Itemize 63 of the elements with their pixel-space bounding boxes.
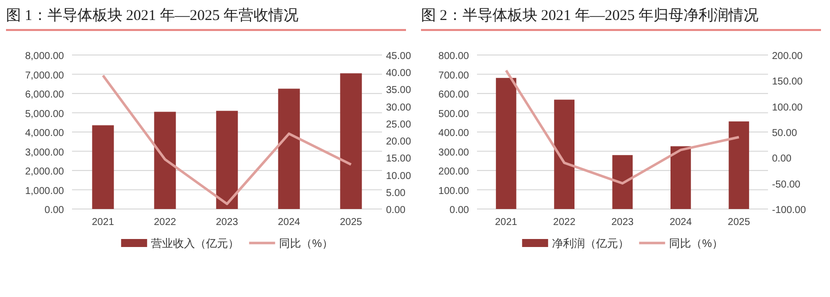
- y-tick-label: 400.00: [438, 128, 470, 139]
- y2-tick-label: 40.00: [386, 68, 412, 80]
- x-tick-label: 2021: [92, 217, 115, 228]
- y-tick-label: 800.00: [438, 51, 470, 62]
- bar: [154, 112, 176, 209]
- legend-label: 同比（%）: [279, 237, 333, 250]
- y2-tick-label: -100.00: [772, 205, 806, 216]
- y-tick-label: 2,000.00: [25, 166, 64, 178]
- y2-tick-label: 5.00: [386, 188, 406, 199]
- bar: [670, 146, 691, 209]
- y2-tick-label: 35.00: [386, 85, 412, 96]
- line-series: [504, 69, 740, 185]
- x-tick-label: 2022: [154, 217, 177, 228]
- y2-tick-label: 10.00: [386, 170, 412, 182]
- bar: [340, 73, 362, 209]
- x-tick-label: 2025: [728, 217, 750, 228]
- x-tick-label: 2021: [494, 217, 518, 228]
- bar: [728, 121, 750, 209]
- y2-tick-label: 0.00: [772, 154, 792, 165]
- chart-title: 图 2：半导体板块 2021 年—2025 年归母净利润情况: [421, 6, 821, 31]
- y2-tick-label: 50.00: [772, 128, 798, 139]
- y2-tick-label: 20.00: [386, 136, 412, 148]
- bar: [92, 125, 114, 209]
- y-tick-label: 600.00: [438, 90, 470, 100]
- y-tick-label: 6,000.00: [25, 90, 64, 100]
- legend-label: 同比（%）: [669, 237, 723, 250]
- bar: [216, 110, 238, 209]
- y-tick-label: 700.00: [438, 70, 470, 82]
- y-tick-label: 5,000.00: [25, 108, 64, 120]
- y-tick-label: 200.00: [438, 166, 470, 178]
- x-tick-label: 2023: [216, 217, 239, 228]
- y-tick-label: 0.00: [44, 205, 64, 216]
- line-series: [102, 74, 352, 206]
- y-tick-label: 3,000.00: [25, 147, 64, 158]
- y2-tick-label: 45.00: [386, 51, 412, 62]
- y2-tick-label: 25.00: [386, 119, 412, 130]
- bar: [554, 100, 574, 209]
- y2-tick-label: 150.00: [772, 76, 804, 88]
- y-tick-label: 300.00: [438, 147, 470, 158]
- bar: [496, 78, 516, 209]
- x-tick-label: 2022: [553, 217, 576, 228]
- x-tick-label: 2024: [278, 217, 301, 228]
- y-tick-label: 8,000.00: [25, 51, 64, 62]
- y2-tick-label: 100.00: [772, 102, 804, 114]
- x-tick-label: 2023: [611, 217, 634, 228]
- y2-tick-label: 30.00: [386, 102, 412, 114]
- y-tick-label: 0.00: [450, 205, 470, 216]
- chart-title: 图 1：半导体板块 2021 年—2025 年营收情况: [6, 6, 406, 31]
- y-tick-label: 100.00: [438, 186, 470, 197]
- y2-tick-label: 15.00: [386, 154, 412, 165]
- y-tick-label: 4,000.00: [25, 128, 64, 139]
- y2-tick-label: 0.00: [386, 205, 406, 216]
- y-tick-label: 1,000.00: [25, 186, 64, 197]
- y2-tick-label: 200.00: [772, 51, 804, 62]
- x-tick-label: 2024: [670, 217, 692, 228]
- y-tick-label: 500.00: [438, 108, 470, 120]
- y-tick-label: 7,000.00: [25, 70, 64, 82]
- legend-label: 净利润（亿元）: [552, 237, 630, 250]
- bar: [612, 155, 633, 209]
- x-tick-label: 2025: [340, 217, 363, 228]
- bar: [278, 88, 300, 209]
- y2-tick-label: -50.00: [772, 179, 801, 190]
- legend-label: 营业收入（亿元）: [151, 237, 240, 250]
